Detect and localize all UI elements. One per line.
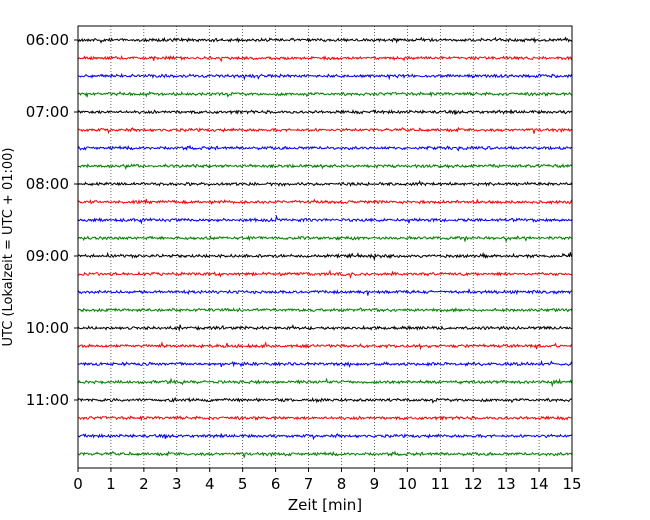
trace-0915 (77, 269, 573, 280)
trace-1045 (77, 377, 573, 388)
trace-0730 (77, 144, 573, 152)
x-tick-label: 0 (73, 475, 83, 493)
trace-0715 (77, 126, 573, 135)
x-tick-label: 15 (562, 475, 581, 493)
x-tick-label: 4 (205, 475, 215, 493)
trace-1130 (77, 433, 573, 441)
trace-0745 (77, 163, 573, 171)
x-tick-label: 1 (106, 475, 116, 493)
axes-frame (77, 25, 573, 469)
x-tick-label: 7 (304, 475, 314, 493)
y-axis-label: UTC (Lokalzeit = UTC + 01:00) (1, 148, 16, 347)
x-axis-label: Zeit [min] (288, 496, 362, 514)
trace-series (77, 36, 573, 458)
x-tick-label: 2 (139, 475, 149, 493)
x-tick-label: 10 (398, 475, 417, 493)
x-tick-label: 11 (431, 475, 450, 493)
x-tick-label: 9 (370, 475, 380, 493)
y-axis-ticks: 06:00 07:00 08:00 09:00 10:00 11:00 (26, 31, 78, 409)
trace-0900 (77, 251, 573, 260)
y-tick-label: 07:00 (26, 103, 69, 121)
x-tick-label: 13 (497, 475, 516, 493)
trace-0600 (77, 36, 573, 44)
grid-lines (110, 26, 540, 468)
x-tick-label: 14 (530, 475, 549, 493)
y-tick-label: 06:00 (26, 31, 69, 49)
trace-1145 (77, 450, 573, 458)
x-tick-label: 6 (271, 475, 281, 493)
trace-1115 (77, 415, 573, 422)
trace-0815 (77, 198, 573, 205)
trace-1100 (77, 396, 573, 404)
y-tick-label: 11:00 (26, 391, 69, 409)
y-tick-label: 08:00 (26, 175, 69, 193)
x-tick-label: 12 (464, 475, 483, 493)
trace-1030 (77, 359, 573, 368)
y-tick-label: 09:00 (26, 247, 69, 265)
trace-1015 (77, 341, 573, 351)
trace-0845 (77, 234, 573, 243)
y-tick-label: 10:00 (26, 319, 69, 337)
trace-0700 (77, 109, 573, 115)
x-tick-label: 8 (337, 475, 347, 493)
trace-0645 (77, 90, 573, 98)
x-tick-label: 3 (172, 475, 182, 493)
x-tick-label: 5 (238, 475, 248, 493)
trace-0800 (77, 179, 573, 188)
x-axis-ticks: 0 1 2 3 4 5 6 7 8 9 10 11 12 13 14 15 (73, 468, 582, 493)
trace-0830 (77, 214, 573, 225)
trace-0630 (77, 72, 573, 81)
trace-1000 (77, 324, 573, 332)
trace-0930 (77, 288, 573, 296)
trace-0945 (77, 306, 573, 314)
trace-0615 (77, 54, 573, 63)
